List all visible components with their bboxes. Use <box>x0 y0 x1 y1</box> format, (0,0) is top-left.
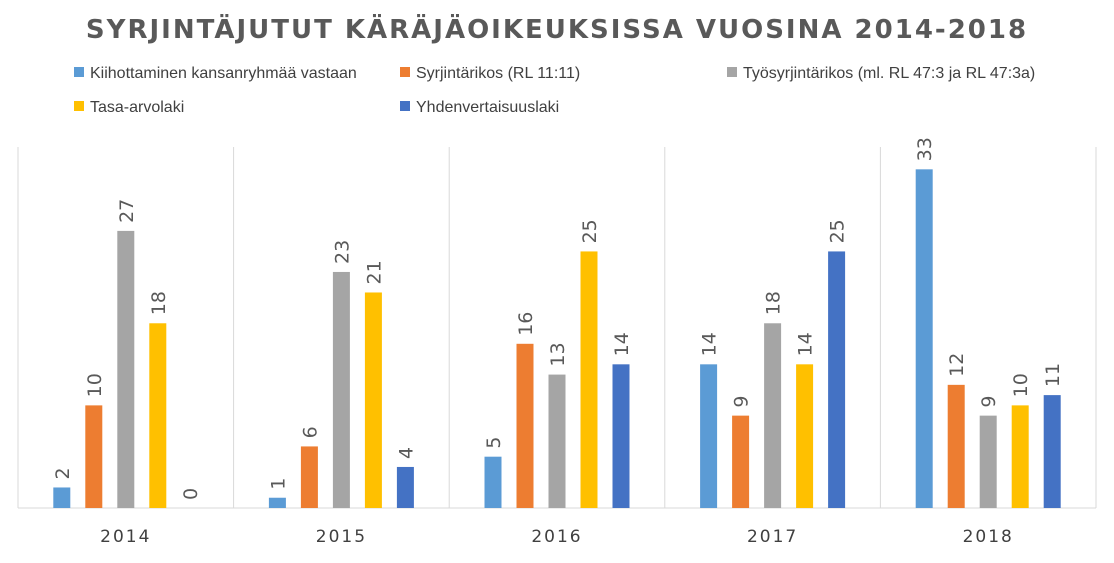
bar <box>1043 395 1061 508</box>
category-label: 2016 <box>531 527 582 547</box>
data-label: 13 <box>547 342 569 366</box>
legend: Kiihottaminen kansanryhmää vastaan Syrjin… <box>74 65 1035 116</box>
bar <box>53 487 71 508</box>
bar <box>548 374 566 508</box>
data-label: 21 <box>363 260 385 284</box>
legend-label: Työsyrjintärikos (ml. RL 47:3 ja RL 47:3… <box>743 65 1035 82</box>
data-label: 33 <box>914 137 936 161</box>
bar <box>117 230 135 508</box>
bar <box>300 446 318 508</box>
bar <box>364 292 382 508</box>
category-label: 2014 <box>100 527 151 547</box>
category-label: 2015 <box>316 527 367 547</box>
bar <box>764 323 782 508</box>
bar <box>268 497 286 508</box>
legend-label: Tasa-arvolaki <box>90 99 184 116</box>
data-label: 6 <box>299 426 321 438</box>
bar <box>1011 405 1029 508</box>
data-label: 2 <box>52 467 74 479</box>
bar <box>612 364 630 508</box>
category-group-2014: 2 10 27 18 0 2014 <box>52 199 202 547</box>
bar <box>979 415 997 508</box>
bar <box>396 466 414 508</box>
data-label: 0 <box>180 488 202 500</box>
legend-swatch <box>74 101 84 111</box>
legend-item: Kiihottaminen kansanryhmää vastaan <box>74 65 357 82</box>
bar <box>700 364 718 508</box>
data-label: 25 <box>579 219 601 243</box>
legend-item: Yhdenvertaisuuslaki <box>400 99 559 116</box>
bar <box>796 364 814 508</box>
data-label: 4 <box>395 447 417 459</box>
data-label: 5 <box>483 437 505 449</box>
legend-item: Syrjintärikos (RL 11:11) <box>400 65 580 82</box>
legend-item: Työsyrjintärikos (ml. RL 47:3 ja RL 47:3… <box>727 65 1035 82</box>
bar <box>580 251 598 509</box>
bar <box>85 405 103 508</box>
data-label: 23 <box>331 240 353 264</box>
category-label: 2018 <box>963 527 1014 547</box>
bar <box>484 456 502 508</box>
data-label: 14 <box>795 332 817 356</box>
data-label: 10 <box>84 373 106 397</box>
data-label: 12 <box>946 353 968 377</box>
data-label: 10 <box>1010 373 1032 397</box>
data-label: 18 <box>148 291 170 315</box>
category-group-2015: 1 6 23 21 4 2015 <box>267 240 417 547</box>
data-label: 14 <box>699 332 721 356</box>
data-label: 16 <box>515 312 537 336</box>
data-label: 27 <box>116 199 138 223</box>
bar <box>516 343 534 508</box>
legend-label: Kiihottaminen kansanryhmää vastaan <box>90 65 357 82</box>
chart-title: SYRJINTÄJUTUT KÄRÄJÄOIKEUKSISSA VUOSINA … <box>86 13 1028 45</box>
data-label: 18 <box>763 291 785 315</box>
legend-item: Tasa-arvolaki <box>74 99 184 116</box>
legend-swatch <box>400 67 410 77</box>
data-label: 14 <box>611 332 633 356</box>
data-label: 11 <box>1042 363 1064 387</box>
data-label: 9 <box>731 396 753 408</box>
legend-swatch <box>74 67 84 77</box>
bar <box>828 251 846 509</box>
plot-area: 2102718020141623214201551613251420161491… <box>17 137 1097 547</box>
legend-label: Syrjintärikos (RL 11:11) <box>416 65 580 82</box>
category-group-2017: 14 9 18 14 25 2017 <box>699 219 849 547</box>
category-group-2018: 33 12 9 10 11 2018 <box>914 137 1064 547</box>
bar <box>947 384 965 508</box>
data-label: 9 <box>978 396 1000 408</box>
data-label: 25 <box>827 219 849 243</box>
legend-label: Yhdenvertaisuuslaki <box>416 99 559 116</box>
category-group-2016: 5 16 13 25 14 2016 <box>483 219 633 547</box>
bar <box>732 415 750 508</box>
category-label: 2017 <box>747 527 798 547</box>
bar <box>915 169 933 508</box>
legend-swatch <box>400 101 410 111</box>
bar <box>332 271 350 508</box>
bar <box>149 323 167 508</box>
data-label: 1 <box>267 478 289 490</box>
legend-swatch <box>727 67 737 77</box>
